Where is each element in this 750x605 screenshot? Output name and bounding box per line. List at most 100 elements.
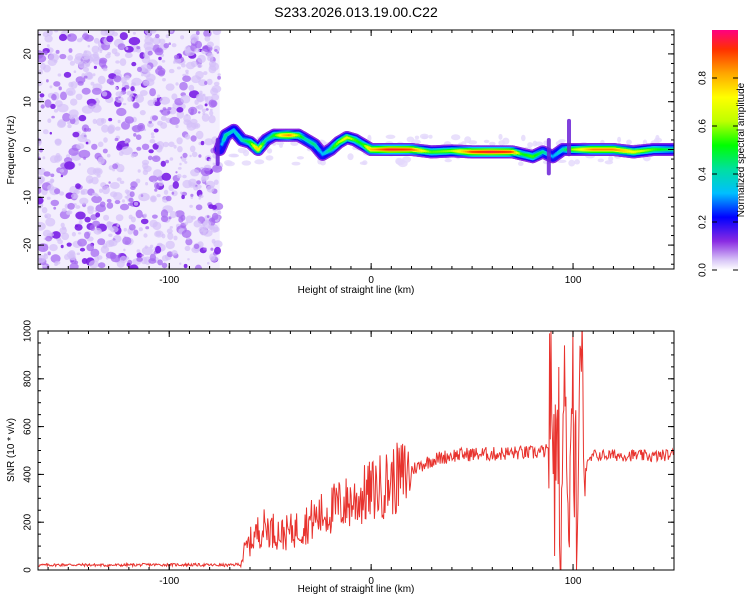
noise-blob [125, 47, 128, 50]
noise-blob [76, 94, 83, 100]
noise-blob [175, 171, 177, 173]
noise-blob [116, 108, 126, 116]
noise-blob [124, 228, 127, 232]
noise-blob [164, 43, 170, 48]
noise-blob [82, 105, 94, 113]
noise-blob [172, 192, 175, 195]
noise-blob [150, 139, 156, 143]
noise-blob [119, 93, 121, 95]
noise-blob [59, 86, 62, 90]
noise-blob [166, 241, 175, 249]
noise-blob [95, 204, 106, 212]
noise-blob [180, 215, 185, 221]
noise-blob [84, 35, 94, 42]
noise-blob [182, 180, 192, 188]
noise-blob [134, 202, 138, 206]
noise-blob [96, 194, 99, 197]
noise-blob [129, 224, 136, 230]
noise-blob [98, 142, 104, 148]
noise-blob [124, 75, 130, 80]
noise-blob [51, 200, 60, 206]
ridge-halo [451, 134, 460, 140]
noise-blob [142, 160, 149, 165]
y-tick-label: 800 [23, 370, 34, 387]
noise-blob [61, 223, 65, 228]
ridge-halo [568, 160, 575, 167]
noise-blob [43, 129, 49, 134]
noise-blob [39, 148, 43, 153]
noise-blob [131, 62, 136, 66]
noise-blob [176, 107, 183, 113]
noise-blob [202, 113, 210, 121]
colorbar-tick-label: 0.2 [698, 215, 709, 229]
noise-blob [115, 60, 119, 63]
noise-blob [130, 191, 135, 197]
noise-blob [67, 91, 73, 96]
noise-blob [69, 115, 75, 120]
noise-blob [150, 254, 156, 262]
noise-blob [143, 166, 152, 172]
noise-blob [82, 88, 91, 95]
noise-blob [205, 36, 211, 42]
noise-blob [106, 252, 116, 259]
noise-blob [46, 79, 49, 82]
ridge-halo [527, 142, 533, 147]
noise-blob [123, 249, 125, 252]
noise-blob [54, 188, 60, 194]
noise-blob [136, 179, 141, 184]
noise-blob [120, 204, 129, 211]
noise-blob [144, 214, 148, 218]
noise-blob [114, 52, 120, 56]
ridge-halo [292, 162, 301, 166]
noise-blob [185, 134, 190, 140]
noise-blob [135, 153, 138, 156]
noise-blob [148, 156, 153, 161]
noise-blob [121, 146, 133, 155]
noise-blob [196, 204, 203, 210]
noise-blob [70, 99, 77, 106]
noise-blob [44, 171, 51, 176]
snr-y-label: SNR (10 * v/v) [6, 418, 17, 482]
noise-blob [136, 46, 140, 49]
noise-blob [53, 207, 56, 210]
noise-blob [218, 73, 221, 76]
noise-blob [131, 217, 136, 223]
noise-blob [175, 125, 178, 129]
noise-blob [108, 118, 112, 121]
noise-blob [170, 211, 177, 218]
noise-blob [194, 220, 202, 227]
ridge-halo [347, 153, 353, 160]
noise-blob [155, 34, 160, 38]
noise-blob [76, 143, 84, 149]
noise-blob [135, 94, 144, 103]
noise-blob [148, 149, 153, 153]
noise-blob [123, 103, 126, 105]
noise-blob [174, 55, 179, 60]
noise-blob [182, 230, 192, 238]
noise-blob [82, 258, 88, 264]
noise-blob [209, 65, 217, 73]
noise-blob [41, 104, 45, 108]
noise-blob [136, 210, 143, 219]
noise-blob [203, 248, 207, 251]
noise-blob [97, 238, 105, 245]
noise-blob [198, 111, 201, 113]
noise-blob [195, 124, 199, 128]
ridge-halo [498, 134, 502, 140]
noise-blob [143, 80, 149, 86]
noise-blob [62, 208, 67, 212]
noise-blob [203, 220, 211, 229]
noise-blob [57, 155, 62, 161]
noise-blob [83, 67, 89, 72]
noise-blob [161, 161, 166, 167]
noise-blob [86, 72, 93, 79]
ridge-halo [242, 160, 252, 165]
noise-blob [138, 193, 150, 201]
noise-blob [181, 95, 191, 104]
noise-blob [137, 67, 142, 72]
x-tick-label: -100 [159, 576, 179, 587]
y-tick-label: -20 [23, 237, 34, 252]
noise-blob [99, 58, 107, 64]
noise-blob [212, 205, 217, 210]
